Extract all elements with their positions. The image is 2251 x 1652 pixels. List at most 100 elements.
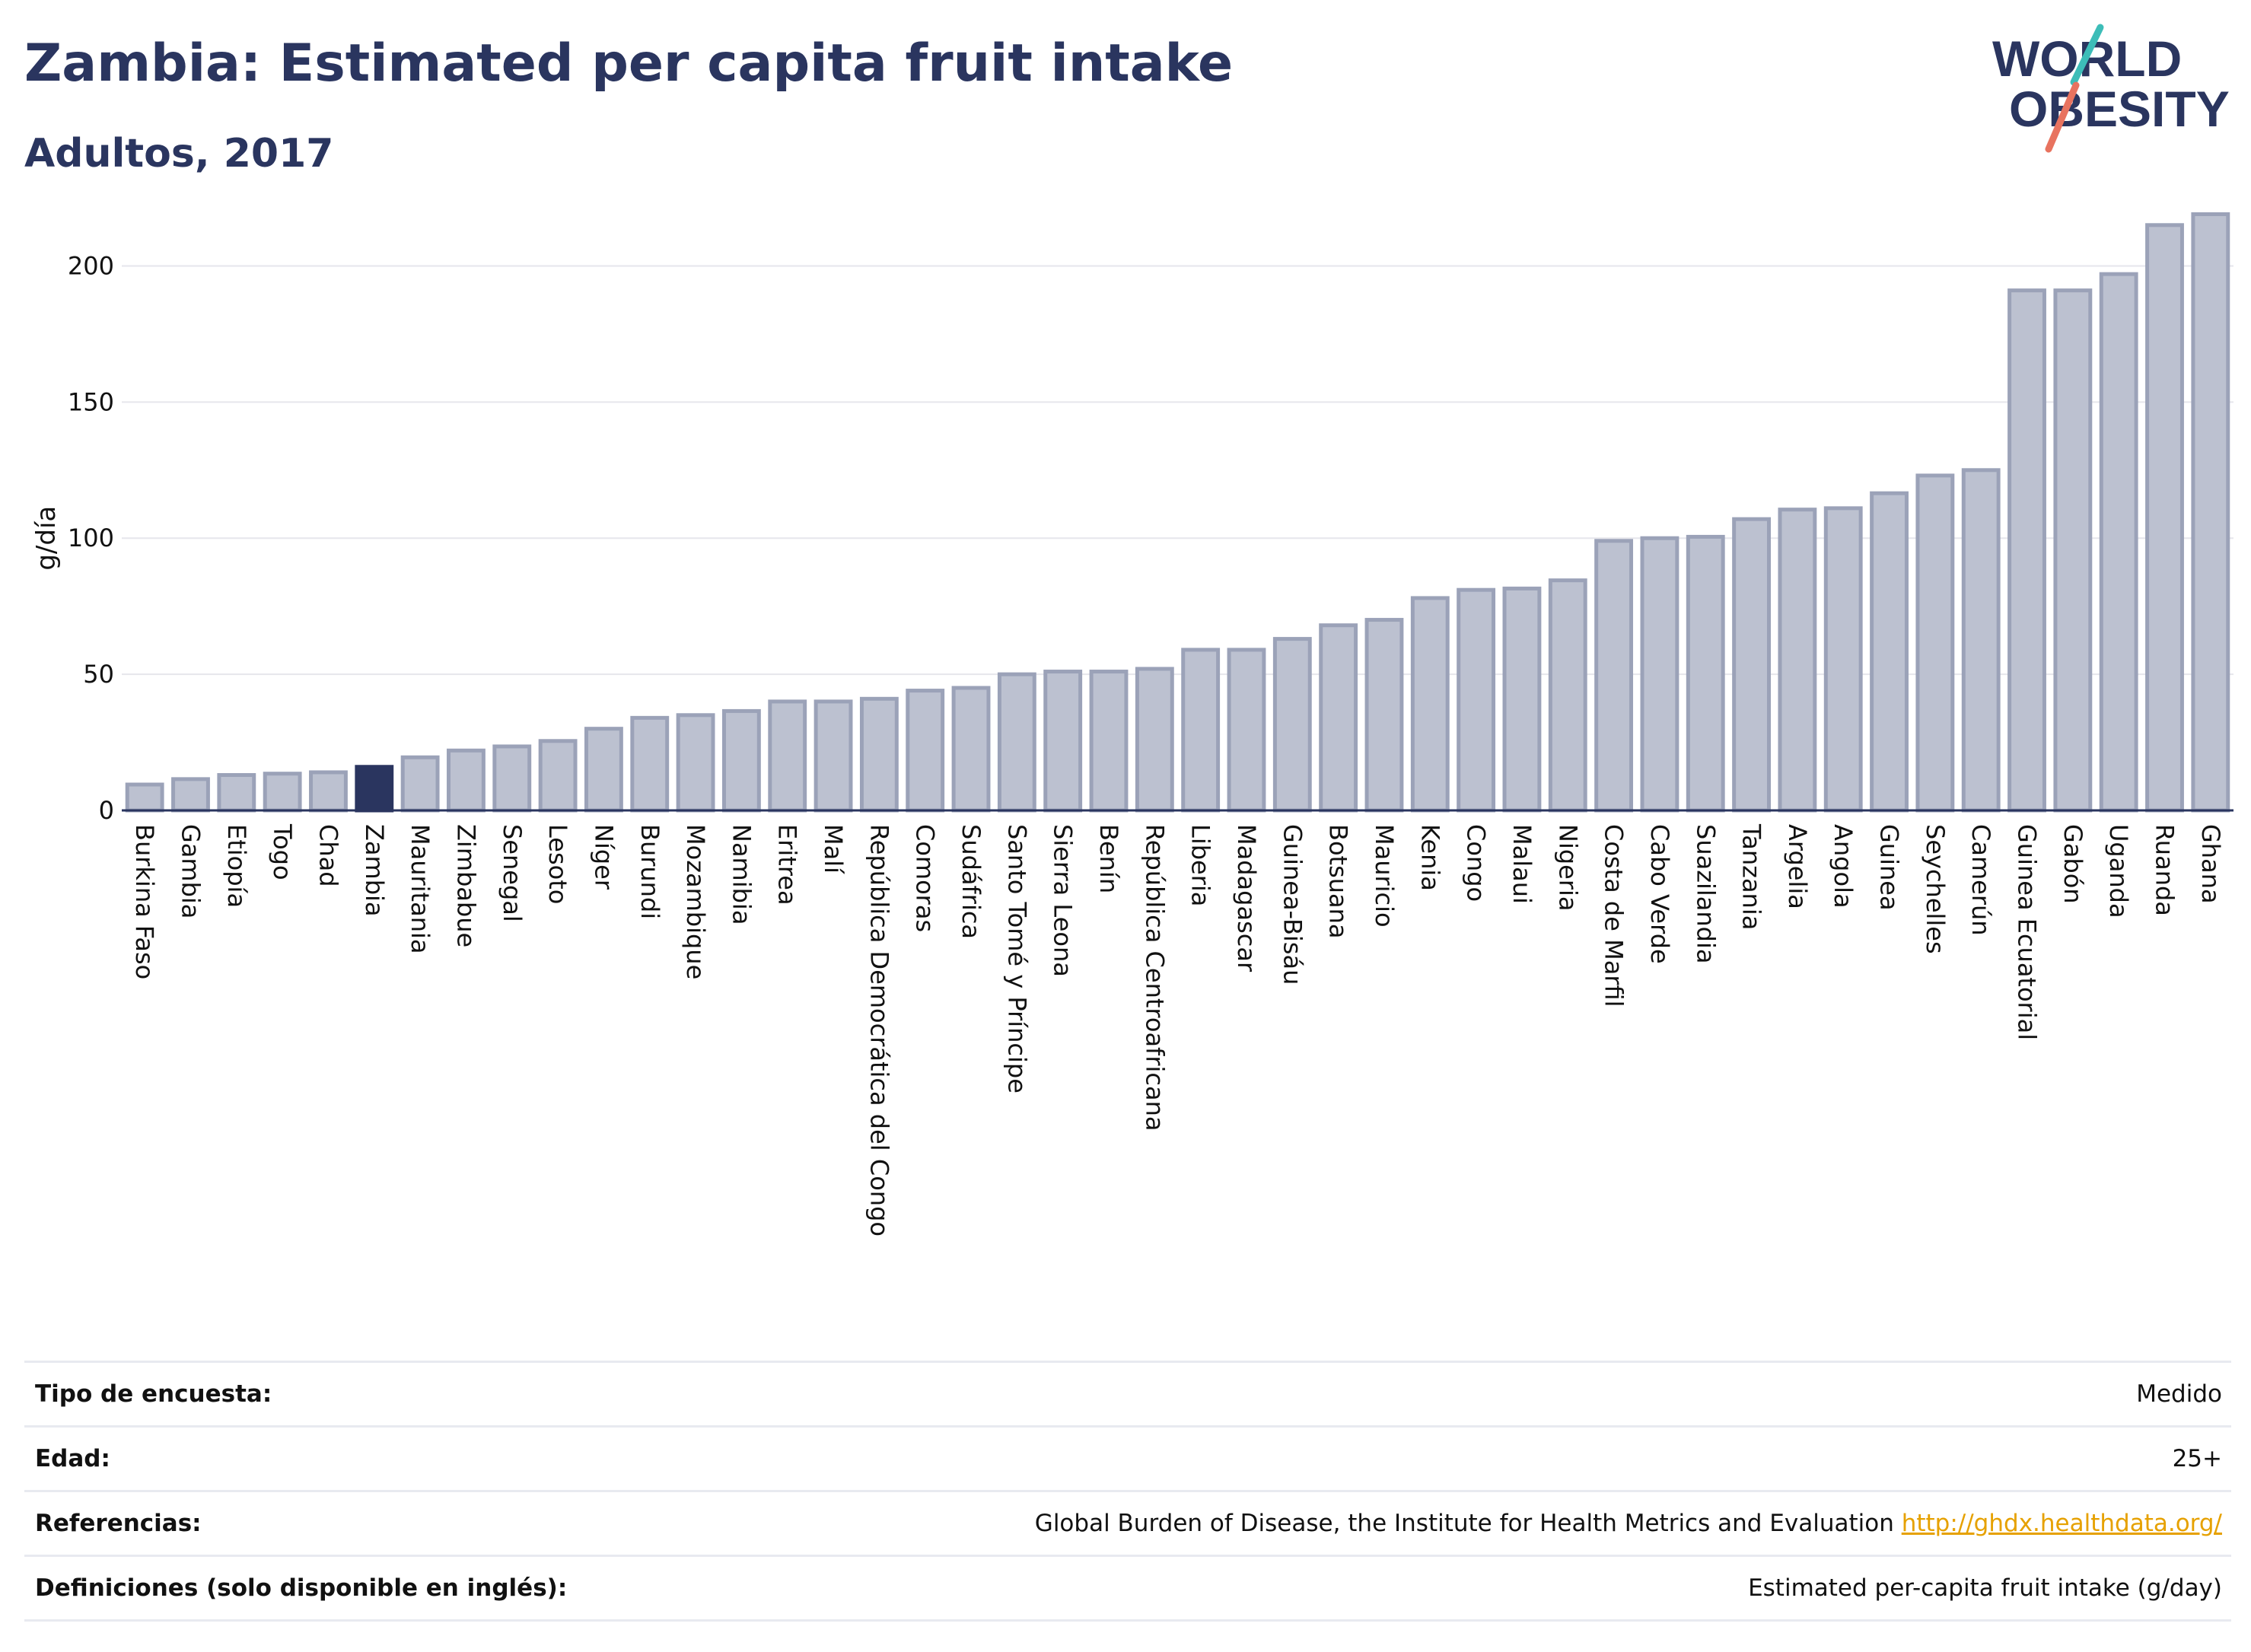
bar-liberia[interactable] bbox=[1181, 648, 1221, 813]
chart-subtitle: Adultos, 2017 bbox=[24, 131, 334, 177]
bar-gambia[interactable] bbox=[171, 777, 210, 813]
bar-sierra-leona[interactable] bbox=[1043, 670, 1083, 813]
bar-senegal[interactable] bbox=[492, 744, 532, 813]
x-tick-label: Eritrea bbox=[773, 824, 802, 906]
bar-níger[interactable] bbox=[584, 727, 623, 813]
bar-suazilandia[interactable] bbox=[1686, 534, 1725, 813]
x-tick-label: Congo bbox=[1462, 824, 1491, 902]
x-tick-label: Ghana bbox=[2196, 824, 2225, 904]
x-tick-label: Zambia bbox=[360, 824, 389, 917]
x-tick-label: Mauricio bbox=[1370, 824, 1399, 928]
y-axis-label: g/día bbox=[31, 506, 62, 571]
bar-malaui[interactable] bbox=[1502, 586, 1542, 813]
x-tick-label: Gabón bbox=[2058, 824, 2087, 904]
y-tick-label: 150 bbox=[68, 387, 114, 416]
bar-malí[interactable] bbox=[813, 699, 853, 813]
bar-eritrea[interactable] bbox=[768, 699, 807, 813]
survey-type-label: Tipo de encuesta: bbox=[35, 1380, 272, 1408]
x-tick-label: Níger bbox=[589, 824, 618, 890]
x-tick-label: Madagascar bbox=[1232, 824, 1261, 972]
bar-guinea[interactable] bbox=[1870, 491, 1909, 813]
x-tick-label: Guinea bbox=[1875, 824, 1904, 911]
x-tick-label: Tanzania bbox=[1737, 823, 1766, 930]
x-tick-label: Mozambique bbox=[681, 824, 710, 979]
bar-etiopía[interactable] bbox=[217, 772, 256, 813]
chart-title: Zambia: Estimated per capita fruit intak… bbox=[24, 33, 1234, 94]
x-tick-label: República Centroafricana bbox=[1140, 824, 1169, 1131]
bar-guinea-ecuatorial[interactable] bbox=[2007, 288, 2046, 813]
definitions-value: Estimated per-capita fruit intake (g/day… bbox=[1748, 1574, 2222, 1602]
x-tick-label: Cabo Verde bbox=[1645, 824, 1674, 964]
x-tick-label: Sudáfrica bbox=[957, 824, 985, 939]
x-tick-label: Liberia bbox=[1186, 824, 1215, 906]
bar-chart: 0 50 100 150 200 g/día Burkina Faso Gambia Etiop… bbox=[31, 212, 2233, 1237]
references-link[interactable]: http://ghdx.healthdata.org/ bbox=[1901, 1510, 2222, 1537]
bar-zambia[interactable] bbox=[355, 765, 394, 813]
x-tick-label: Togo bbox=[268, 823, 297, 880]
bar-uganda[interactable] bbox=[2099, 272, 2138, 813]
bar-sudáfrica[interactable] bbox=[951, 686, 991, 813]
definitions-label: Definiciones (solo disponible en inglés)… bbox=[35, 1574, 568, 1602]
x-tick-label: Uganda bbox=[2104, 824, 2133, 918]
x-tick-label: Senegal bbox=[498, 824, 527, 922]
y-tick-label: 100 bbox=[68, 524, 114, 552]
bar-república-centroafricana[interactable] bbox=[1135, 667, 1174, 813]
bar-gabón[interactable] bbox=[2053, 288, 2093, 813]
info-row-survey: Tipo de encuesta: Medido bbox=[24, 1361, 2231, 1425]
bar-madagascar[interactable] bbox=[1227, 648, 1266, 813]
y-tick-label: 50 bbox=[83, 660, 114, 689]
x-tick-label: Santo Tomé y Príncipe bbox=[1002, 824, 1031, 1093]
bar-benín[interactable] bbox=[1089, 670, 1129, 813]
bar-mozambique[interactable] bbox=[676, 713, 715, 813]
bar-burundi[interactable] bbox=[630, 715, 670, 813]
logo-obesity-text: OBESITY bbox=[2009, 81, 2230, 137]
bar-santo-tomé-y-príncipe[interactable] bbox=[997, 672, 1036, 813]
bar-chad[interactable] bbox=[309, 770, 348, 813]
survey-type-value: Medido bbox=[2136, 1380, 2222, 1408]
x-tick-label: Guinea-Bisáu bbox=[1278, 824, 1307, 985]
bar-namibia[interactable] bbox=[721, 708, 761, 813]
x-tick-label: Kenia bbox=[1415, 824, 1444, 891]
x-tick-label: Nigeria bbox=[1553, 824, 1582, 911]
y-tick-label: 200 bbox=[68, 251, 114, 280]
bar-burkina-faso[interactable] bbox=[125, 782, 164, 813]
x-tick-label: Argelia bbox=[1783, 824, 1812, 909]
bar-comoras[interactable] bbox=[906, 689, 945, 813]
bar-cabo-verde[interactable] bbox=[1640, 536, 1679, 813]
x-tick-label: Angola bbox=[1829, 824, 1858, 909]
x-tick-label: Sierra Leona bbox=[1049, 824, 1078, 977]
x-tick-label: Guinea Ecuatorial bbox=[2013, 824, 2042, 1040]
info-row-references: Referencias: Global Burden of Disease, t… bbox=[24, 1490, 2231, 1555]
bar-kenia[interactable] bbox=[1410, 596, 1450, 813]
x-tick-label: Zimbabue bbox=[451, 824, 480, 947]
bar-angola[interactable] bbox=[1823, 506, 1863, 813]
bar-tanzania[interactable] bbox=[1732, 517, 1771, 813]
x-tick-label: Botsuana bbox=[1324, 824, 1353, 939]
x-tick-label: República Democrática del Congo bbox=[864, 824, 893, 1237]
bar-camerún[interactable] bbox=[1961, 468, 2001, 813]
bar-argelia[interactable] bbox=[1778, 508, 1817, 813]
bar-república-democrática-del-congo[interactable] bbox=[859, 696, 899, 813]
bar-nigeria[interactable] bbox=[1548, 578, 1587, 813]
bar-ghana[interactable] bbox=[2191, 212, 2230, 813]
x-tick-label: Chad bbox=[314, 824, 342, 887]
bar-congo[interactable] bbox=[1457, 587, 1496, 813]
bar-seychelles[interactable] bbox=[1915, 473, 1955, 813]
bar-guinea-bisáu[interactable] bbox=[1272, 637, 1312, 813]
bar-costa-de-marfil[interactable] bbox=[1594, 539, 1634, 813]
age-value: 25+ bbox=[2172, 1445, 2222, 1472]
bar-botsuana[interactable] bbox=[1319, 623, 1358, 813]
bar-mauricio[interactable] bbox=[1364, 618, 1404, 813]
info-table: Tipo de encuesta: Medido Edad: 25+ Refer… bbox=[24, 1361, 2231, 1622]
x-tick-label: Ruanda bbox=[2151, 824, 2179, 916]
x-tick-label: Burundi bbox=[635, 824, 664, 919]
bar-mauritania[interactable] bbox=[400, 755, 440, 813]
x-tick-label: Costa de Marfil bbox=[1600, 824, 1629, 1007]
x-tick-label: Suazilandia bbox=[1691, 824, 1720, 963]
bar-lesoto[interactable] bbox=[538, 739, 578, 813]
bar-zimbabue[interactable] bbox=[447, 748, 486, 813]
bar-ruanda[interactable] bbox=[2145, 223, 2184, 813]
x-tick-label: Burkina Faso bbox=[130, 824, 159, 979]
logo-slash-coral bbox=[2045, 81, 2080, 153]
bar-togo[interactable] bbox=[263, 772, 302, 813]
